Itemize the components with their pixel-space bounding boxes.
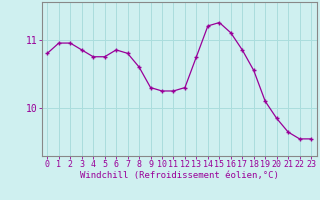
X-axis label: Windchill (Refroidissement éolien,°C): Windchill (Refroidissement éolien,°C) (80, 171, 279, 180)
